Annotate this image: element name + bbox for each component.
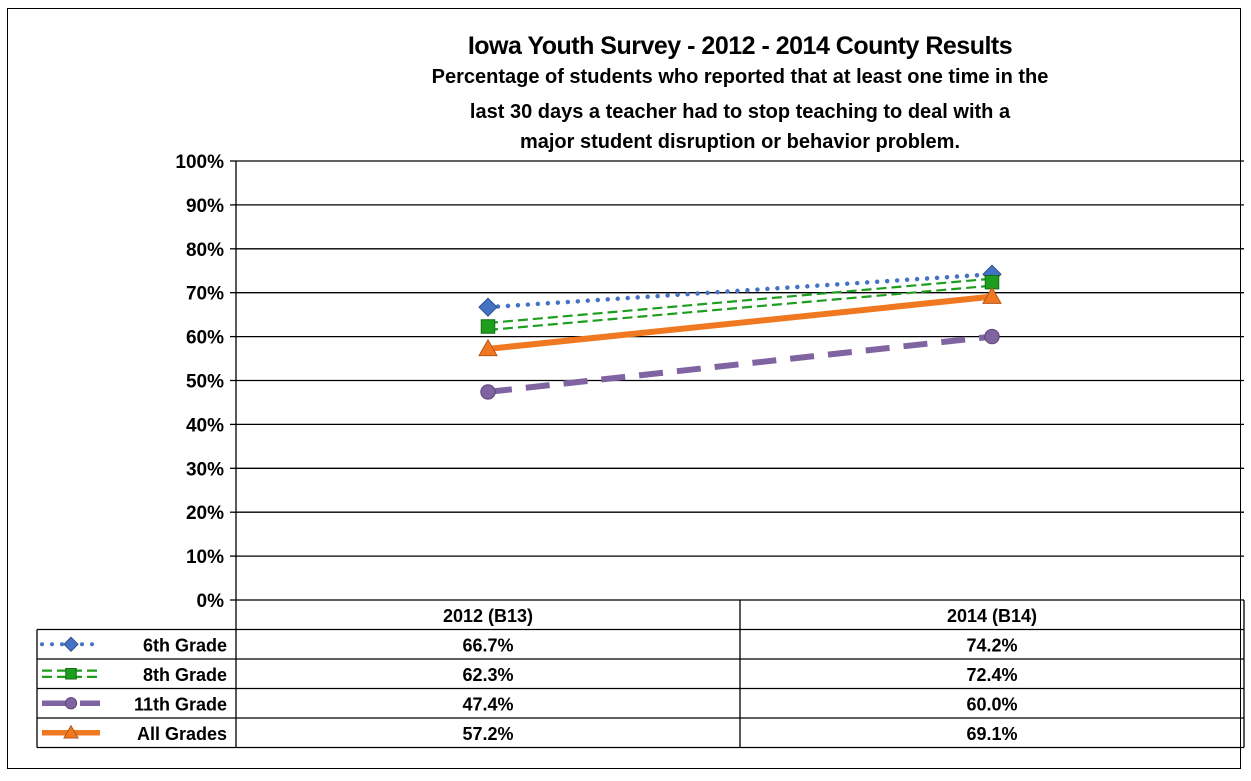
data-point-8th-grade-0 [480,319,496,334]
chart-title: Iowa Youth Survey - 2012 - 2014 County R… [467,32,1013,60]
y-tick-label: 100% [175,152,224,173]
data-label-8th-grade-1: 72.4% [966,665,1017,685]
data-label-11th-grade-0: 47.4% [462,694,513,714]
y-tick-label: 20% [186,503,224,524]
legend-label-6th-grade: 6th Grade [143,635,227,655]
data-label-8th-grade-0: 62.3% [462,665,513,685]
legend-key-marker-all-grades [63,724,79,739]
legend-label-8th-grade: 8th Grade [143,665,227,685]
chart-subtitle-line-3: major student disruption or behavior pro… [519,131,961,153]
data-label-all-grades-1: 69.1% [966,724,1017,744]
chart-frame [7,8,1241,769]
data-label-6th-grade-1: 74.2% [966,635,1017,655]
data-point-11th-grade-0 [480,384,496,400]
data-point-all-grades-1 [982,286,1002,304]
series-line-all-grades [487,293,993,352]
y-tick-label: 0% [197,591,225,612]
chart-subtitle-line-2: last 30 days a teacher had to stop teach… [469,101,1011,123]
legend-key-marker-6th-grade [63,636,79,652]
y-tick-label: 90% [186,196,224,217]
data-label-11th-grade-1: 60.0% [966,694,1017,714]
data-label-6th-grade-0: 66.7% [462,635,513,655]
y-tick-label: 50% [186,372,224,393]
y-tick-label: 40% [186,415,224,436]
y-tick-label: 80% [186,240,224,261]
data-point-6th-grade-0 [478,297,498,317]
y-tick-label: 10% [186,547,224,568]
y-tick-label: 60% [186,328,224,349]
data-point-all-grades-0 [478,338,498,357]
legend-label-all-grades: All Grades [137,724,227,744]
chart-subtitle-line-1: Percentage of students who reported that… [431,66,1049,88]
legend-key-marker-8th-grade [65,668,77,680]
x-category-label: 2014 (B14) [947,606,1037,626]
series-line-8th-grade [487,284,993,332]
x-category-label: 2012 (B13) [443,606,533,626]
legend-label-11th-grade: 11th Grade [134,694,227,714]
legend-key-marker-11th-grade [64,697,78,710]
y-tick-label: 70% [186,284,224,305]
data-label-all-grades-0: 57.2% [462,724,513,744]
y-tick-label: 30% [186,459,224,480]
series-line-11th-grade [487,333,993,395]
series-line-8th-grade [487,277,993,325]
series-line-6th-grade [485,272,995,310]
data-point-11th-grade-1 [984,328,1000,345]
